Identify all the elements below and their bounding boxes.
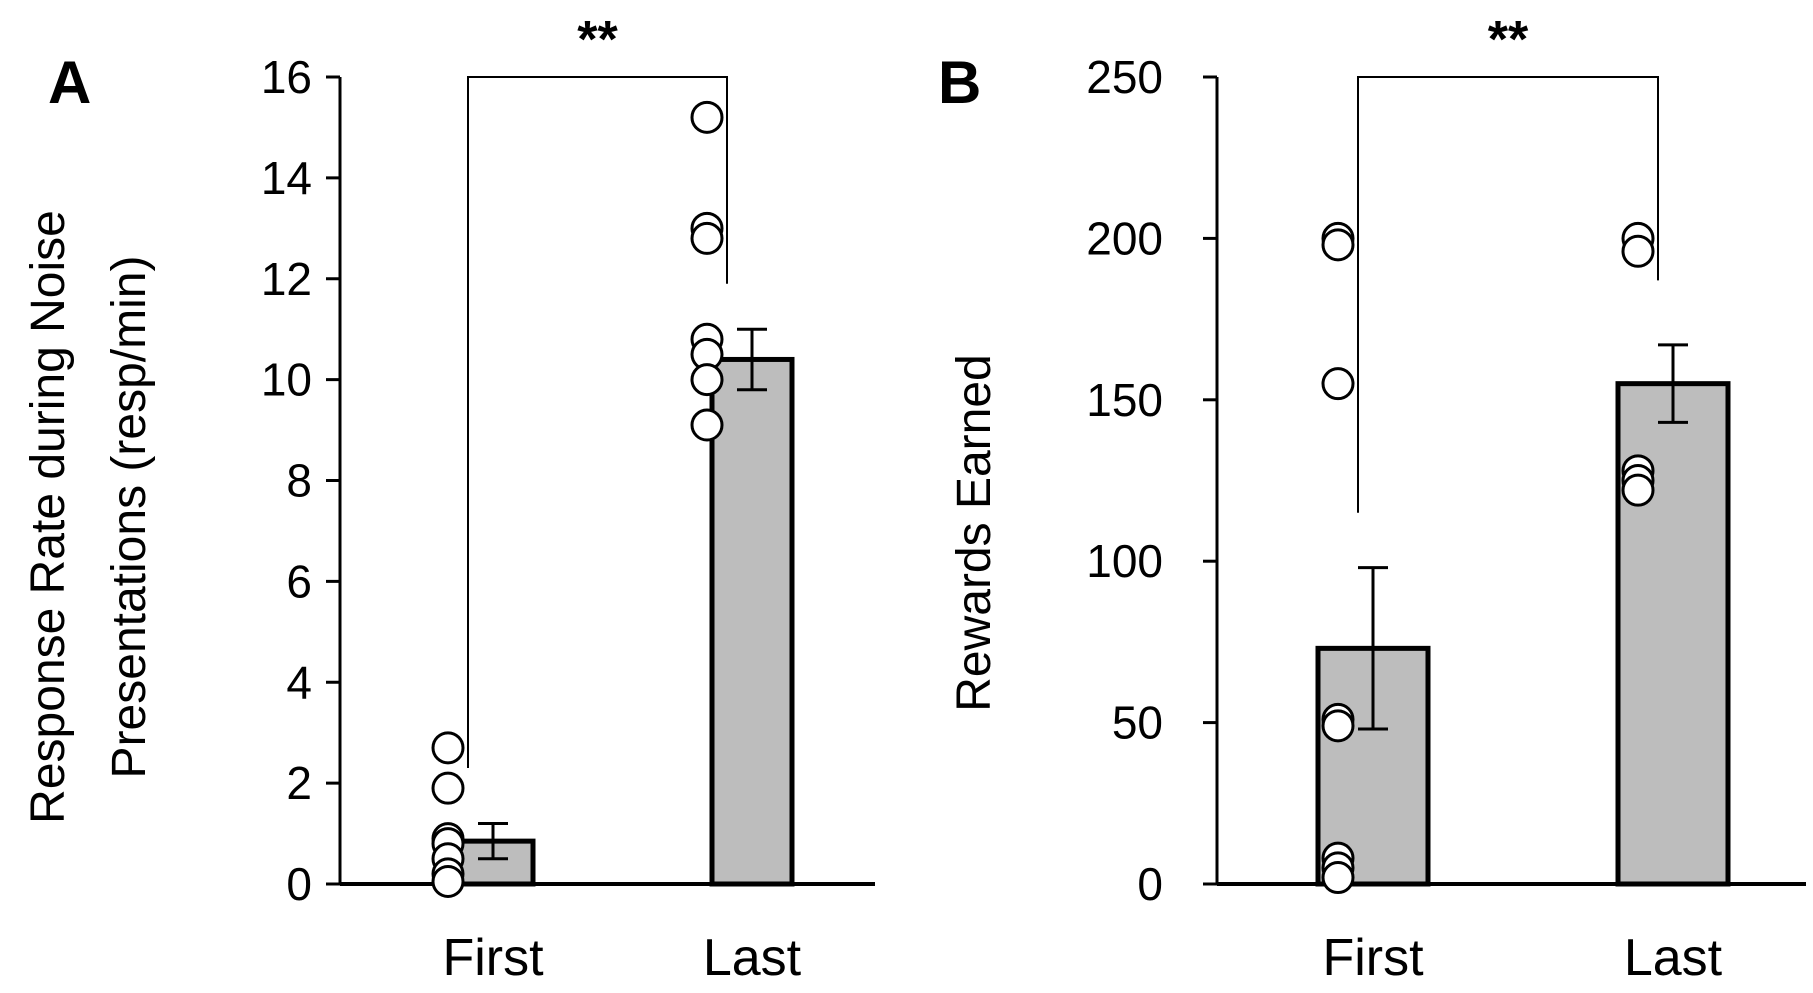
y-axis-title: Rewards Earned xyxy=(948,354,1001,712)
data-point xyxy=(690,408,724,442)
panel-b: B Rewards Earned 0 50 100 150 200 250 First Last *… xyxy=(938,11,1806,987)
y-tick-label: 0 xyxy=(286,858,312,910)
y-tick-label: 10 xyxy=(261,354,312,406)
panel-a: A Response Rate during Noise Presentations… xyxy=(22,11,875,987)
y-tick-label: 14 xyxy=(261,152,312,204)
y-tick-label: 4 xyxy=(286,656,312,708)
data-point xyxy=(431,771,465,805)
y-tick-label: 150 xyxy=(1086,374,1163,426)
x-tick-label-first: First xyxy=(442,929,544,987)
data-point xyxy=(431,864,465,898)
significance-bracket xyxy=(1357,76,1659,513)
y-tick-label: 6 xyxy=(286,555,312,607)
y-axis-title: Response Rate during Noise xyxy=(22,210,75,824)
data-point xyxy=(1621,234,1655,268)
panel-letter: A xyxy=(48,49,91,116)
y-tick-label: 8 xyxy=(286,455,312,507)
y-tick-label: 250 xyxy=(1086,51,1163,103)
y-tick-label: 200 xyxy=(1086,212,1163,264)
y-tick-label: 0 xyxy=(1137,858,1163,910)
data-point xyxy=(1321,228,1355,262)
data-point xyxy=(1321,367,1355,401)
y-tick-label: 12 xyxy=(261,253,312,305)
y-axis-title: Presentations (resp/min) xyxy=(103,256,156,779)
data-point xyxy=(690,363,724,397)
x-tick-label-last: Last xyxy=(703,929,802,987)
y-tick-label: 100 xyxy=(1086,535,1163,587)
data-point xyxy=(690,100,724,134)
significance-bracket xyxy=(467,76,728,768)
y-tick-label: 16 xyxy=(261,51,312,103)
data-point xyxy=(1321,709,1355,743)
y-tick-label: 2 xyxy=(286,757,312,809)
x-tick-label-last: Last xyxy=(1624,929,1723,987)
data-point xyxy=(690,221,724,255)
significance-label: ** xyxy=(1488,11,1529,69)
data-point xyxy=(1321,861,1355,895)
panel-letter: B xyxy=(938,49,981,116)
y-tick-label: 50 xyxy=(1112,697,1163,749)
x-tick-label-first: First xyxy=(1322,929,1424,987)
data-point xyxy=(1621,473,1655,507)
significance-label: ** xyxy=(577,11,618,69)
bar-last xyxy=(709,356,795,887)
data-point xyxy=(431,731,465,765)
